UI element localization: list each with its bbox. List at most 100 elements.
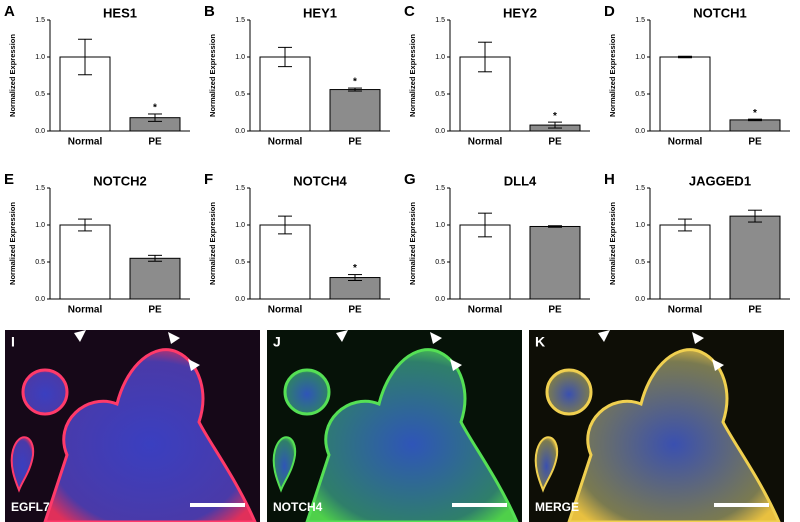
- y-tick-label: 0.5: [235, 91, 245, 98]
- x-tick-label: Normal: [68, 137, 103, 148]
- arrowhead: [450, 359, 462, 371]
- y-tick-label: 1.0: [435, 222, 445, 229]
- tissue: [305, 348, 519, 522]
- y-tick-label: 1.0: [635, 54, 645, 61]
- y-tick-label: 0.0: [435, 128, 445, 135]
- error-bar: [748, 209, 762, 223]
- error-bar: [148, 113, 162, 122]
- channel-label: MERGE: [535, 500, 579, 514]
- bar: [729, 119, 781, 132]
- y-tick-label: 0.5: [435, 91, 445, 98]
- error-bar: [478, 41, 492, 73]
- y-tick-label: 0.5: [235, 259, 245, 266]
- channel-label: EGFL7: [11, 500, 50, 514]
- significance-mark: *: [153, 103, 157, 114]
- y-tick-label: 0.5: [435, 259, 445, 266]
- channel-label: NOTCH4: [273, 500, 323, 514]
- y-tick-label: 0.5: [635, 91, 645, 98]
- x-tick-label: Normal: [468, 137, 503, 148]
- panel-label: A: [4, 3, 15, 20]
- y-tick-label: 0.5: [35, 91, 45, 98]
- arrowhead: [430, 332, 442, 344]
- charts: A HES1 Normalized Expression 0.0 0.5 1.0 1.5 No…: [4, 3, 790, 316]
- y-axis-label: Normalized Expression: [208, 34, 217, 117]
- arrowhead: [598, 330, 610, 342]
- bar: [659, 56, 711, 132]
- panel-label: J: [273, 334, 281, 350]
- panel-label: E: [4, 171, 14, 188]
- error-bar: [678, 55, 692, 59]
- bar: [529, 225, 581, 300]
- micrograph: I EGFL7: [5, 330, 260, 522]
- error-bar: [748, 118, 762, 122]
- tissue: [43, 348, 257, 522]
- y-tick-label: 0.0: [435, 296, 445, 303]
- arrowhead: [692, 332, 704, 344]
- bar: [659, 224, 711, 300]
- bar: [459, 56, 511, 132]
- panel-label: F: [204, 171, 213, 188]
- x-tick-label: Normal: [668, 137, 703, 148]
- chart-title: NOTCH4: [293, 173, 347, 188]
- y-tick-label: 1.5: [35, 17, 45, 24]
- tissue-small: [10, 436, 35, 493]
- error-bar: [548, 225, 562, 228]
- y-tick-label: 0.5: [35, 259, 45, 266]
- micrograph: K MERGE: [529, 330, 784, 522]
- y-tick-label: 0.0: [235, 128, 245, 135]
- chart-title: HEY2: [503, 5, 537, 20]
- y-tick-label: 1.5: [635, 185, 645, 192]
- chart-title: NOTCH2: [93, 173, 146, 188]
- y-axis-label: Normalized Expression: [408, 202, 417, 285]
- error-bar: [148, 254, 162, 262]
- bar: [59, 224, 111, 300]
- arrowhead: [188, 359, 200, 371]
- y-axis-label: Normalized Expression: [608, 34, 617, 117]
- x-tick-label: PE: [148, 305, 162, 316]
- x-tick-label: PE: [148, 137, 162, 148]
- y-axis-label: Normalized Expression: [208, 202, 217, 285]
- x-tick-label: Normal: [268, 137, 303, 148]
- chart-title: HEY1: [303, 5, 337, 20]
- error-bar: [348, 274, 362, 281]
- panel-label: B: [204, 3, 215, 20]
- bar-chart: H JAGGED1 Normalized Expression 0.0 0.5 1.0 1.…: [604, 171, 790, 316]
- chart-title: JAGGED1: [689, 173, 751, 188]
- x-tick-label: Normal: [268, 305, 303, 316]
- tissue-small: [534, 436, 559, 493]
- error-bar: [548, 121, 562, 129]
- bar-chart: F NOTCH4 Normalized Expression 0.0 0.5 1.0 1.5…: [204, 171, 390, 316]
- tissue-ring: [545, 368, 593, 416]
- y-tick-label: 0.0: [235, 296, 245, 303]
- arrowhead: [168, 332, 180, 344]
- bar: [259, 224, 311, 300]
- y-tick-label: 1.5: [435, 17, 445, 24]
- tissue-small: [272, 436, 297, 493]
- y-tick-label: 1.5: [435, 185, 445, 192]
- bar-chart: A HES1 Normalized Expression 0.0 0.5 1.0 1.5 No…: [4, 3, 190, 148]
- panel-label: C: [404, 3, 415, 20]
- y-axis-label: Normalized Expression: [8, 34, 17, 117]
- x-tick-label: Normal: [68, 305, 103, 316]
- x-tick-label: Normal: [468, 305, 503, 316]
- error-bar: [348, 87, 362, 92]
- y-tick-label: 1.5: [235, 185, 245, 192]
- significance-mark: *: [553, 111, 557, 122]
- bar: [329, 89, 381, 132]
- y-axis-label: Normalized Expression: [8, 202, 17, 285]
- y-tick-label: 1.5: [635, 17, 645, 24]
- x-tick-label: PE: [548, 137, 562, 148]
- chart-title: HES1: [103, 5, 137, 20]
- bar-chart: C HEY2 Normalized Expression 0.0 0.5 1.0 1.5 No…: [404, 3, 590, 148]
- y-tick-label: 0.0: [35, 296, 45, 303]
- error-bar: [78, 218, 92, 232]
- significance-mark: *: [353, 263, 357, 274]
- image-panels: I EGFL7 J NOTCH4 K MERGE: [5, 330, 784, 522]
- x-tick-label: PE: [348, 137, 362, 148]
- x-tick-label: PE: [548, 305, 562, 316]
- panel-label: D: [604, 3, 615, 20]
- error-bar: [278, 46, 292, 68]
- bar: [129, 257, 181, 300]
- y-tick-label: 0.5: [635, 259, 645, 266]
